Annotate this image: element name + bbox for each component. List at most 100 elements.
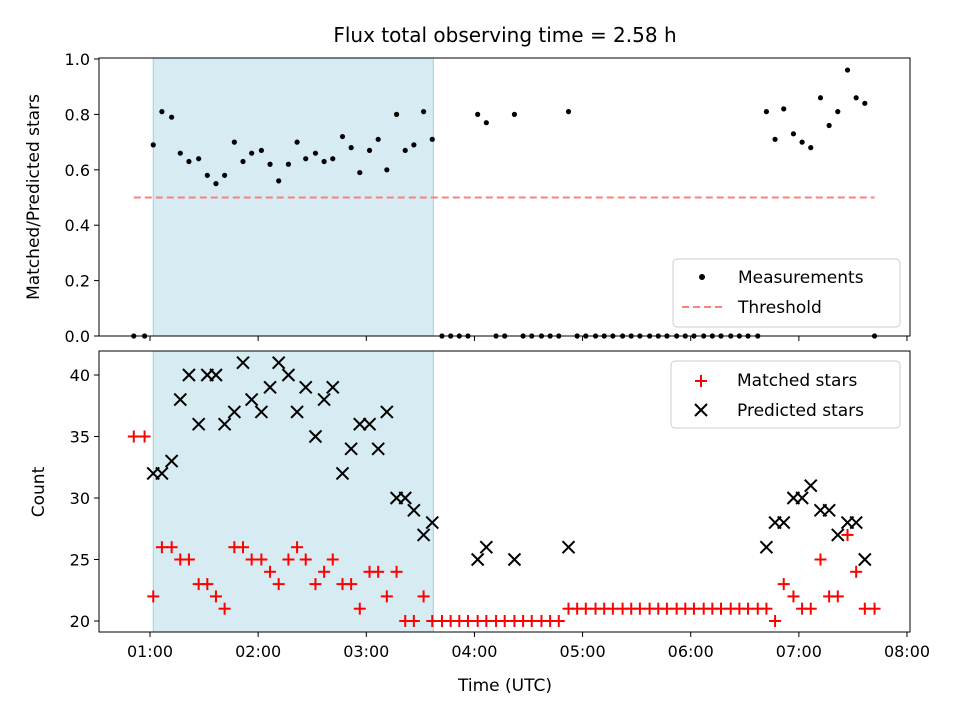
matched-star-point — [760, 602, 773, 615]
predicted-star-point — [822, 503, 836, 518]
predicted-star-point — [308, 429, 323, 444]
matched-star-point — [147, 590, 160, 603]
matched-star-point — [182, 553, 195, 566]
x-tick-label: 06:00 — [668, 642, 714, 661]
matched-star-point — [390, 565, 403, 578]
measurement-point — [285, 161, 292, 167]
y-tick-label: 0.0 — [65, 327, 90, 346]
predicted-star-point — [858, 552, 872, 567]
bottom-observing-window — [152, 350, 434, 633]
y-tick-label: 0.6 — [65, 161, 90, 180]
y-tick-label: 1.0 — [65, 50, 90, 69]
x-tick-label: 03:00 — [343, 642, 389, 661]
measurement-point — [429, 136, 435, 142]
matched-star-point — [201, 578, 214, 591]
bottom-legend: Matched stars Predicted stars — [670, 360, 901, 429]
measurement-point — [763, 109, 770, 115]
legend-matched-marker — [695, 375, 707, 387]
measurement-point — [231, 139, 237, 145]
measurement-point — [565, 109, 572, 115]
bottom-shaded-span — [152, 350, 434, 633]
predicted-star-point — [281, 368, 296, 382]
x-tick-label: 02:00 — [235, 642, 281, 661]
measurement-point — [186, 158, 192, 165]
predicted-star-point — [831, 528, 845, 542]
measurement-point — [790, 131, 797, 137]
top-x-ticks — [149, 336, 908, 341]
y-tick-label: 35 — [70, 428, 90, 447]
x-axis-label: Time (UTC) — [457, 676, 552, 696]
measurement-point — [808, 145, 814, 151]
bottom-panel: 20 25 30 35 40 01:00 02:00 03:00 04:00 05:00 06:0… — [29, 350, 930, 696]
y-tick-label: 30 — [70, 489, 90, 508]
measurement-point — [321, 158, 327, 165]
measurement-point — [294, 139, 300, 145]
predicted-star-point — [271, 355, 286, 370]
predicted-star-point — [335, 466, 350, 481]
predicted-star-point — [371, 442, 385, 456]
matched-star-point — [831, 590, 844, 603]
measurement-point — [249, 150, 255, 156]
predicted-star-point — [173, 392, 187, 407]
predicted-star-point — [804, 478, 818, 493]
x-tick-label: 07:00 — [776, 642, 822, 661]
matched-star-point — [299, 553, 312, 566]
predicted-star-point — [326, 380, 340, 395]
matched-star-point — [804, 602, 817, 615]
matched-star-point — [345, 578, 358, 591]
measurement-point — [159, 109, 165, 115]
matched-star-point — [237, 541, 250, 554]
matched-star-point — [380, 590, 393, 603]
bottom-y-ticks: 20 25 30 35 40 — [70, 366, 99, 631]
predicted-star-point — [777, 515, 791, 530]
x-tick-label: 05:00 — [560, 642, 606, 661]
measurement-point — [267, 161, 273, 167]
legend-predicted-marker — [694, 403, 708, 417]
matched-star-point — [417, 590, 430, 603]
y-tick-label: 20 — [70, 612, 90, 631]
measurement-point — [303, 156, 309, 162]
predicted-star-point — [182, 368, 196, 382]
predicted-star-point — [263, 380, 277, 395]
matched-star-point — [326, 553, 339, 566]
matched-star-point — [264, 565, 277, 578]
matched-star-point — [407, 615, 420, 627]
predicted-star-point — [209, 368, 223, 382]
matched-star-point — [777, 578, 790, 591]
y-tick-label: 25 — [70, 551, 90, 570]
predicted-star-point — [290, 405, 304, 419]
matched-star-point — [372, 565, 385, 578]
bottom-axes-frame — [98, 350, 911, 633]
matched-star-point — [209, 590, 222, 603]
measurement-point — [213, 181, 219, 187]
predicted-star-point — [470, 552, 485, 567]
predicted-star-point — [362, 417, 377, 431]
measurement-point — [366, 147, 373, 154]
legend-matched-label: Matched stars — [737, 371, 857, 391]
measurement-point — [339, 133, 346, 140]
measurement-point — [204, 172, 210, 178]
measurement-point — [240, 158, 246, 165]
predicted-star-point — [849, 515, 863, 530]
y-tick-label: 40 — [70, 366, 90, 385]
predicted-star-point — [353, 417, 367, 431]
matched-star-point — [218, 602, 231, 615]
matched-star-point — [318, 565, 331, 578]
matched-star-point — [787, 590, 800, 603]
matched-star-point — [850, 565, 863, 578]
predicted-star-point — [164, 454, 179, 468]
top-measurement-points — [131, 67, 878, 339]
x-tick-label: 08:00 — [884, 642, 930, 661]
measurement-point — [772, 136, 778, 142]
top-panel: 0.0 0.2 0.4 0.6 0.8 1.0 Matched/Predicted sta… — [24, 50, 911, 346]
matched-star-point — [282, 553, 295, 566]
matched-star-point — [309, 578, 322, 591]
measurement-point — [421, 109, 427, 115]
matched-star-point — [868, 602, 881, 615]
measurement-point — [384, 167, 390, 173]
predicted-star-point — [507, 552, 522, 567]
predicted-stars-points — [146, 355, 872, 567]
predicted-star-point — [155, 466, 169, 481]
predicted-star-point — [425, 515, 439, 530]
